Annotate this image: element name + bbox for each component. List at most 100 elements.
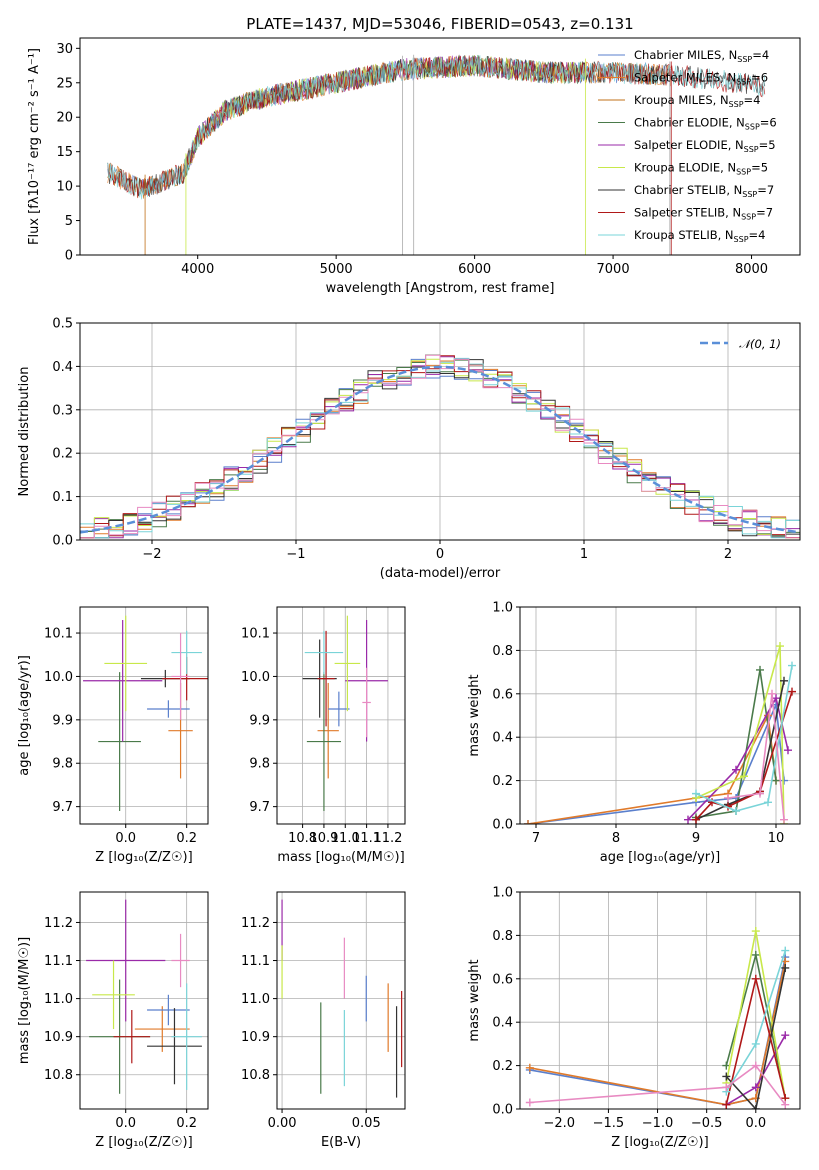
errorbar-point-4 — [334, 615, 361, 712]
errorbar-point-1 — [328, 691, 350, 727]
x-tick-label: −1.0 — [642, 1116, 674, 1131]
y-tick-label: 0.2 — [492, 1059, 513, 1074]
weight-marker — [781, 946, 790, 955]
legend-label: Kroupa ELODIE, NSSP=5 — [634, 161, 768, 177]
y-tick-label: 0.0 — [52, 534, 73, 549]
x-tick-label: 0.2 — [176, 831, 197, 846]
panel-mass-vs-Z: 0.0 0.2 10.8 10.9 11.0 11.1 11.2 Z [log₁₀(Z/Z☉)… — [17, 891, 209, 1150]
weight-marker — [524, 820, 532, 824]
errorbar-point-4 — [92, 960, 135, 1030]
weight-marker — [692, 789, 700, 798]
x-tick-label: 0 — [436, 547, 444, 562]
weight-marker — [740, 772, 748, 781]
y-tick-label: 10.9 — [241, 1030, 270, 1045]
y-axis-label: Flux [fλ10⁻¹⁷ erg cm⁻² s⁻¹ A⁻¹] — [27, 48, 42, 245]
weight-marker — [525, 1063, 534, 1072]
y-tick-label: 10.0 — [241, 670, 270, 685]
x-tick-label: 7000 — [597, 262, 630, 277]
y-tick-label: 0.4 — [492, 731, 513, 746]
errorbar-point-2 — [98, 672, 141, 811]
axes-frame — [79, 37, 801, 256]
errorbar-point-1 — [147, 994, 190, 1026]
errorbar-point-6 — [317, 630, 335, 727]
legend-label: 𝒩(0, 1) — [739, 337, 781, 351]
weight-marker — [751, 974, 760, 983]
gridlines — [80, 892, 208, 1109]
x-tick-label: 0.2 — [176, 1116, 197, 1131]
x-tick-label: −1.5 — [593, 1116, 625, 1131]
y-axis-label: mass weight — [467, 674, 482, 756]
x-axis-label: age [log₁₀(age/yr)] — [600, 850, 721, 865]
legend-label: Chabrier STELIB, NSSP=7 — [634, 183, 774, 199]
y-axis-label: mass [log₁₀(M/M☉)] — [17, 937, 32, 1064]
weight-marker — [732, 765, 740, 774]
y-tick-label: 20 — [56, 111, 73, 126]
panel-massweight-vs-Z: −2.0 −1.5 −1.0 −0.5 0.0 0.0 0.2 0.4 0.6 0.8 1.0 Z [… — [467, 886, 801, 1150]
x-tick-label: 2 — [724, 547, 732, 562]
x-tick-label: 11.1 — [352, 831, 381, 846]
weight-line-5 — [695, 680, 785, 821]
y-tick-label: 1.0 — [492, 886, 513, 901]
plot-area — [281, 899, 403, 1098]
x-axis-label: wavelength [Angstrom, rest frame] — [326, 281, 555, 296]
weight-marker — [784, 746, 792, 755]
x-tick-label: 9 — [692, 831, 700, 846]
gridlines — [277, 607, 405, 824]
y-tick-label: 0.8 — [492, 929, 513, 944]
y-tick-label: 5 — [65, 214, 73, 229]
y-tick-label: 10.0 — [44, 670, 73, 685]
errorbar-point-7 — [304, 630, 344, 675]
x-tick-label: 7 — [532, 831, 540, 846]
series-line-8 — [107, 54, 766, 200]
x-tick-label: 0.0 — [745, 1116, 766, 1131]
weight-marker — [692, 815, 700, 824]
panel-age-vs-Z: 0.0 0.2 9.7 9.8 9.9 10.0 10.1 Z [log₁₀(Z/Z☉)] ag… — [17, 606, 209, 865]
x-tick-label: 8 — [612, 831, 620, 846]
y-tick-label: 10.8 — [241, 1068, 270, 1083]
figure-title: PLATE=1437, MJD=53046, FIBERID=0543, z=0… — [246, 15, 633, 33]
y-tick-label: 11.2 — [241, 916, 270, 931]
weight-line-8 — [529, 1064, 786, 1106]
y-tick-label: 10.9 — [44, 1030, 73, 1045]
x-axis-label: (data-model)/error — [380, 566, 501, 581]
y-tick-label: 9.9 — [52, 713, 73, 728]
y-tick-label: 10.8 — [44, 1068, 73, 1083]
x-tick-label: 11.2 — [373, 831, 402, 846]
errorbar-point-8 — [171, 933, 190, 988]
weight-marker — [780, 815, 788, 824]
y-tick-label: 9.7 — [52, 800, 73, 815]
x-tick-label: 11.0 — [331, 831, 360, 846]
y-tick-label: 9.9 — [249, 713, 270, 728]
x-tick-label: 0.05 — [352, 1116, 381, 1131]
axes-frame — [79, 606, 209, 825]
axes-frame — [519, 606, 801, 825]
y-tick-label: 10 — [56, 180, 73, 195]
y-tick-label: 0.3 — [52, 403, 73, 418]
weight-marker — [772, 776, 780, 785]
legend-label: Salpeter STELIB, NSSP=7 — [634, 206, 773, 222]
y-tick-label: 25 — [56, 76, 73, 91]
x-axis-label: Z [log₁₀(Z/Z☉)] — [611, 1135, 708, 1150]
weight-marker — [756, 789, 764, 798]
x-tick-label: 0.0 — [115, 1116, 136, 1131]
weight-marker — [772, 694, 780, 703]
weight-marker — [722, 1072, 731, 1081]
weight-marker — [780, 776, 788, 785]
plot-area — [83, 615, 208, 811]
y-tick-label: 0.0 — [492, 1103, 513, 1118]
y-tick-label: 0.4 — [492, 1016, 513, 1031]
y-tick-label: 9.8 — [52, 757, 73, 772]
y-tick-label: 0.8 — [492, 644, 513, 659]
x-axis-label: E(B-V) — [321, 1135, 361, 1150]
x-axis-label: mass [log₁₀(M/M☉)] — [277, 850, 404, 865]
x-tick-label: 4000 — [181, 262, 214, 277]
errorbar-point-0 — [317, 682, 339, 779]
weight-line-0 — [527, 701, 785, 824]
y-tick-label: 11.2 — [44, 916, 73, 931]
weight-marker — [722, 1100, 731, 1109]
x-tick-label: −2 — [142, 547, 161, 562]
errorbar-point-8 — [362, 667, 371, 738]
weight-marker — [724, 793, 732, 802]
weight-line-4 — [695, 645, 785, 824]
